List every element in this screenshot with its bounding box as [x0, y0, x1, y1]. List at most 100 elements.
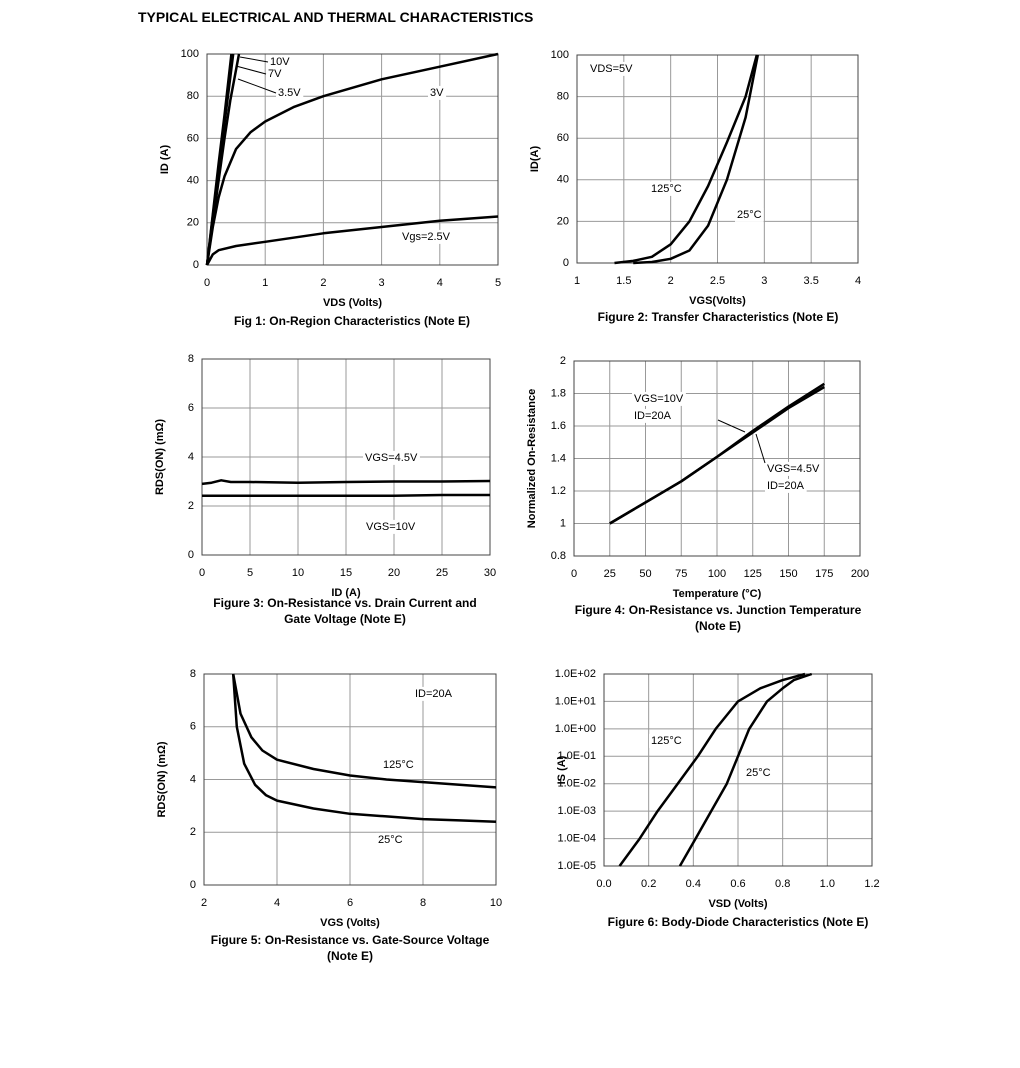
- label-bg: [632, 408, 674, 423]
- y-tick-label: 1.6: [551, 420, 566, 432]
- x-tick-label: 10: [490, 897, 502, 909]
- x-tick-label: 0.6: [730, 878, 745, 890]
- x-tick-label: 75: [675, 568, 687, 580]
- series-label: VGS=10V: [634, 393, 684, 405]
- series-label: 7V: [268, 68, 282, 80]
- x-tick-label: 0.0: [596, 878, 611, 890]
- x-tick-label: 2: [201, 897, 207, 909]
- label-bg: [363, 450, 420, 465]
- y-axis-title: ID (A): [159, 145, 171, 175]
- series-label: 10V: [270, 56, 290, 68]
- series-line: [231, 673, 497, 823]
- series-line: [201, 479, 491, 486]
- label-bg: [428, 85, 447, 100]
- x-tick-label: 2: [320, 277, 326, 289]
- label-arrow: [239, 56, 269, 63]
- plot-border: [201, 358, 491, 556]
- label-arrow: [237, 78, 277, 94]
- y-tick-label: 4: [190, 773, 196, 785]
- label-bg: [588, 61, 636, 76]
- x-axis-title: VSD (Volts): [708, 898, 767, 910]
- series-line: [202, 493, 490, 497]
- x-axis-title: VGS(Volts): [689, 295, 746, 307]
- y-axis-title: Normalized On-Resistance: [526, 389, 538, 528]
- x-tick-label: 1.0: [820, 878, 835, 890]
- plot-border: [206, 53, 499, 266]
- x-tick-label: 25: [604, 568, 616, 580]
- plot-border: [573, 360, 861, 557]
- y-tick-label: 1.0E-01: [557, 750, 596, 762]
- y-tick-label: 2: [560, 355, 566, 367]
- y-tick-label: 1.0E+01: [555, 695, 596, 707]
- x-tick-label: 25: [436, 567, 448, 579]
- label-bg: [649, 733, 684, 748]
- y-tick-label: 2: [188, 500, 194, 512]
- y-tick-label: 1.0E+00: [555, 723, 596, 735]
- x-tick-label: 1: [574, 275, 580, 287]
- series-line: [609, 382, 825, 525]
- y-tick-label: 100: [551, 49, 569, 61]
- x-tick-label: 4: [855, 275, 861, 287]
- y-tick-label: 0: [193, 259, 199, 271]
- x-tick-label: 50: [639, 568, 651, 580]
- label-bg: [276, 85, 304, 100]
- y-tick-label: 0: [190, 879, 196, 891]
- x-tick-label: 2: [668, 275, 674, 287]
- y-tick-label: 40: [557, 174, 569, 186]
- chart-caption: Figure 2: Transfer Characteristics (Note…: [597, 310, 839, 324]
- series-label: 125°C: [383, 759, 414, 771]
- y-tick-label: 1.2: [551, 485, 566, 497]
- plot-border: [203, 673, 497, 886]
- y-tick-label: 1.4: [551, 452, 566, 464]
- x-tick-label: 0: [199, 567, 205, 579]
- page-title: TYPICAL ELECTRICAL AND THERMAL CHARACTER…: [138, 9, 534, 25]
- y-tick-label: 2: [190, 826, 196, 838]
- series-line: [205, 215, 499, 266]
- y-tick-label: 1.0E-04: [557, 832, 596, 844]
- y-tick-label: 1.0E-05: [557, 860, 596, 872]
- series-label: 25°C: [746, 767, 771, 779]
- x-tick-label: 0.2: [641, 878, 656, 890]
- y-tick-label: 1.0E+02: [555, 668, 596, 680]
- y-tick-label: 80: [557, 91, 569, 103]
- label-bg: [400, 229, 453, 244]
- y-axis-title: IS (A): [556, 755, 568, 784]
- series-note: ID=20A: [634, 410, 672, 422]
- y-tick-label: 1.0E-02: [557, 778, 596, 790]
- x-tick-label: 15: [340, 567, 352, 579]
- series-label: Vgs=2.5V: [402, 231, 451, 243]
- label-bg: [413, 686, 455, 701]
- y-tick-label: 0: [563, 257, 569, 269]
- label-bg: [765, 478, 807, 493]
- y-tick-label: 6: [190, 721, 196, 733]
- plot-border: [603, 673, 873, 867]
- x-axis-title: ID (A): [331, 587, 361, 599]
- x-tick-label: 0.8: [775, 878, 790, 890]
- series-label: 125°C: [651, 183, 682, 195]
- chart-caption: Fig 1: On-Region Characteristics (Note E…: [233, 314, 471, 328]
- y-tick-label: 1.0E-03: [557, 805, 596, 817]
- x-tick-label: 4: [437, 277, 443, 289]
- y-tick-label: 4: [188, 451, 194, 463]
- x-tick-label: 20: [388, 567, 400, 579]
- chart-caption: Figure 3: On-Resistance vs. Drain Curren…: [213, 596, 477, 626]
- y-tick-label: 1.8: [551, 387, 566, 399]
- x-axis-title: Temperature (°C): [673, 588, 762, 600]
- series-label: 125°C: [651, 735, 682, 747]
- x-axis-title: VGS (Volts): [320, 917, 380, 929]
- annotation: ID=20A: [415, 688, 453, 700]
- y-tick-label: 20: [187, 217, 199, 229]
- series-line: [618, 672, 806, 867]
- label-bg: [268, 54, 293, 69]
- label-bg: [364, 519, 418, 534]
- x-tick-label: 5: [495, 277, 501, 289]
- series-line: [633, 54, 760, 265]
- y-axis-title: ID(A): [529, 146, 541, 173]
- y-tick-label: 0: [188, 549, 194, 561]
- plot-border: [576, 54, 859, 264]
- label-bg: [376, 832, 405, 847]
- series-line: [231, 673, 497, 789]
- series-label: 3V: [430, 87, 444, 99]
- x-tick-label: 5: [247, 567, 253, 579]
- series-label: VGS=4.5V: [365, 452, 418, 464]
